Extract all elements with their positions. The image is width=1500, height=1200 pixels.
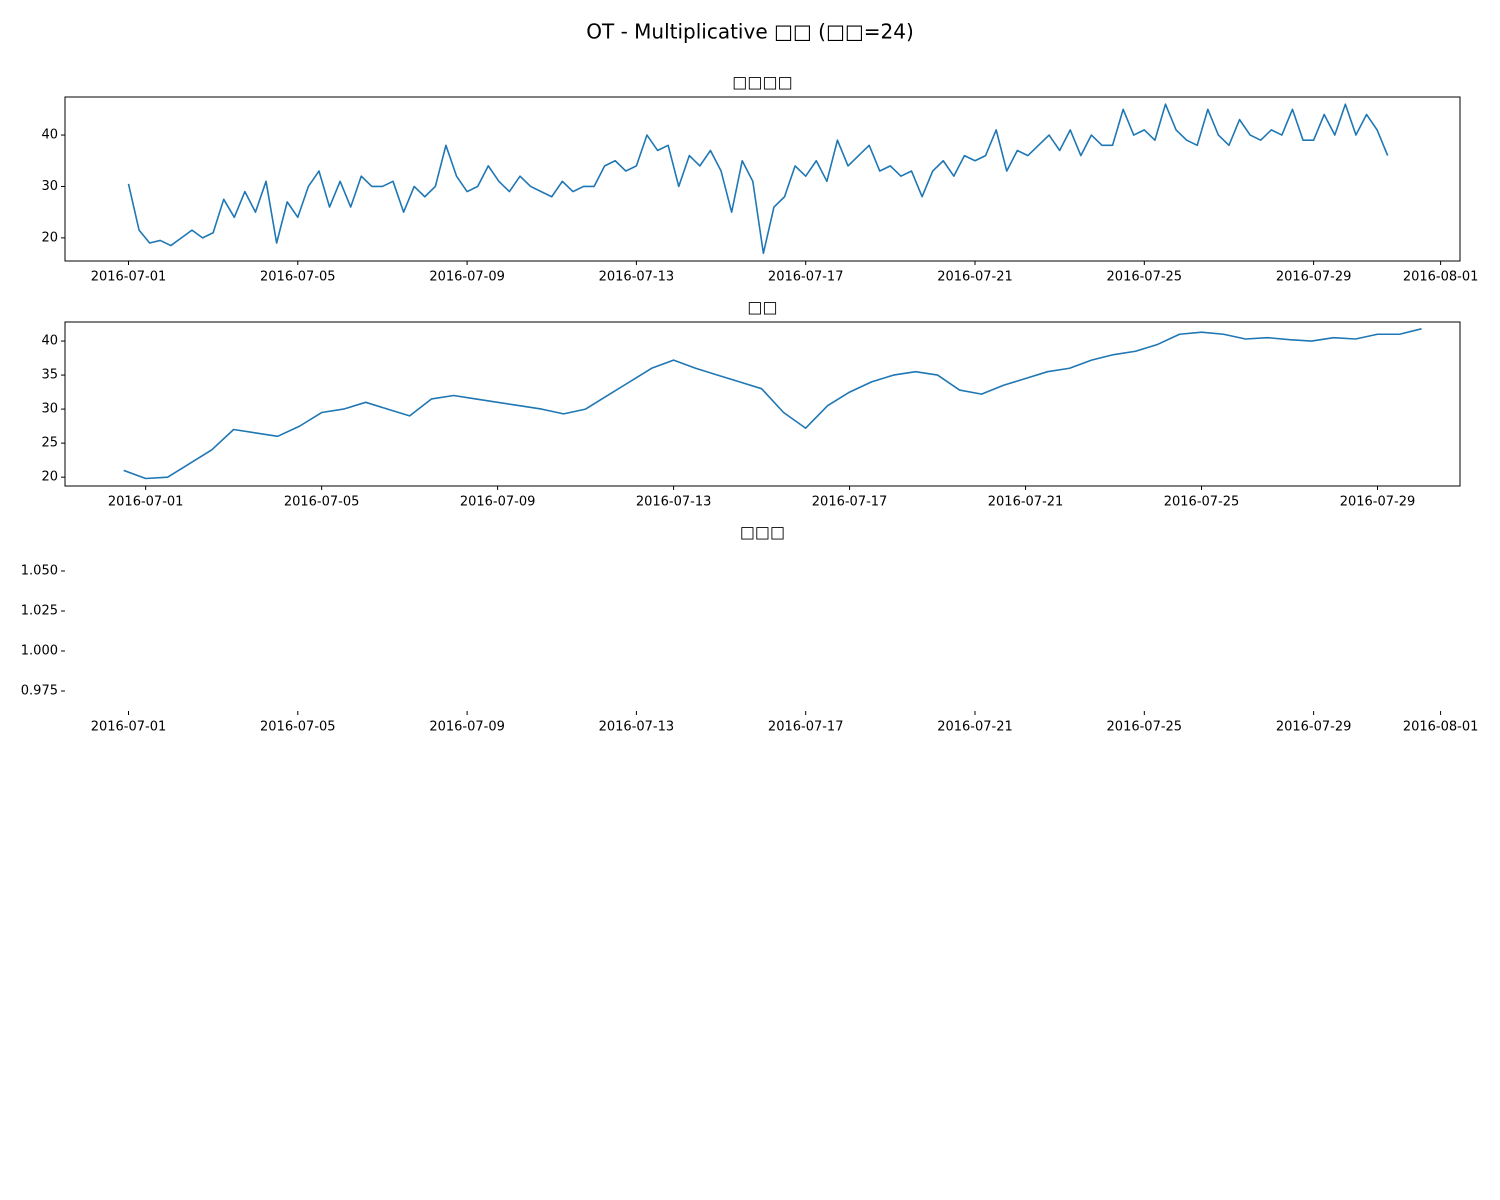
y-tick-label: 40 bbox=[41, 128, 58, 143]
x-tick-label: 2016-07-25 bbox=[1164, 495, 1240, 510]
x-tick-label: 2016-07-29 bbox=[1276, 270, 1352, 285]
y-tick-label: 20 bbox=[41, 230, 58, 245]
x-tick-label: 2016-08-01 bbox=[1403, 720, 1479, 735]
y-tick-label: 1.000 bbox=[21, 644, 58, 659]
x-tick-label: 2016-07-21 bbox=[988, 495, 1064, 510]
x-tick-label: 2016-07-09 bbox=[429, 720, 505, 735]
x-tick-label: 2016-08-01 bbox=[1403, 270, 1479, 285]
x-tick-label: 2016-07-29 bbox=[1276, 720, 1352, 735]
x-tick-label: 2016-07-01 bbox=[108, 495, 184, 510]
plot-frame bbox=[64, 321, 1461, 487]
x-tick-label: 2016-07-01 bbox=[91, 270, 167, 285]
y-tick-label: 30 bbox=[41, 402, 58, 417]
x-tick-label: 2016-07-05 bbox=[284, 495, 360, 510]
subplot-title: □□ bbox=[747, 298, 777, 317]
x-tick-label: 2016-07-21 bbox=[937, 720, 1013, 735]
x-tick-label: 2016-07-05 bbox=[260, 720, 336, 735]
x-tick-label: 2016-07-25 bbox=[1107, 720, 1183, 735]
y-tick-label: 20 bbox=[41, 470, 58, 485]
x-tick-label: 2016-07-01 bbox=[91, 720, 167, 735]
x-tick-label: 2016-07-21 bbox=[937, 270, 1013, 285]
x-tick-label: 2016-07-09 bbox=[429, 270, 505, 285]
x-tick-label: 2016-07-29 bbox=[1340, 495, 1416, 510]
x-tick-label: 2016-07-17 bbox=[768, 720, 844, 735]
x-tick-label: 2016-07-13 bbox=[599, 270, 675, 285]
x-tick-label: 2016-07-09 bbox=[460, 495, 536, 510]
subplot-title: □□□□ bbox=[732, 73, 792, 92]
x-tick-label: 2016-07-17 bbox=[812, 495, 888, 510]
y-tick-label: 1.050 bbox=[21, 564, 58, 579]
y-tick-label: 35 bbox=[41, 368, 58, 383]
figure-title: OT - Multiplicative □□ (□□=24) bbox=[586, 20, 914, 44]
y-tick-label: 1.025 bbox=[21, 604, 58, 619]
x-tick-label: 2016-07-13 bbox=[599, 720, 675, 735]
x-tick-label: 2016-07-05 bbox=[260, 270, 336, 285]
y-tick-label: 40 bbox=[41, 334, 58, 349]
x-tick-label: 2016-07-25 bbox=[1107, 270, 1183, 285]
data-line bbox=[127, 103, 1389, 255]
y-tick-label: 0.975 bbox=[21, 684, 58, 699]
plot-frame bbox=[64, 96, 1461, 262]
y-tick-label: 30 bbox=[41, 179, 58, 194]
y-tick-label: 25 bbox=[41, 436, 58, 451]
data-line bbox=[123, 328, 1422, 480]
x-tick-label: 2016-07-13 bbox=[636, 495, 712, 510]
x-tick-label: 2016-07-17 bbox=[768, 270, 844, 285]
subplot-title: □□□ bbox=[740, 523, 785, 542]
